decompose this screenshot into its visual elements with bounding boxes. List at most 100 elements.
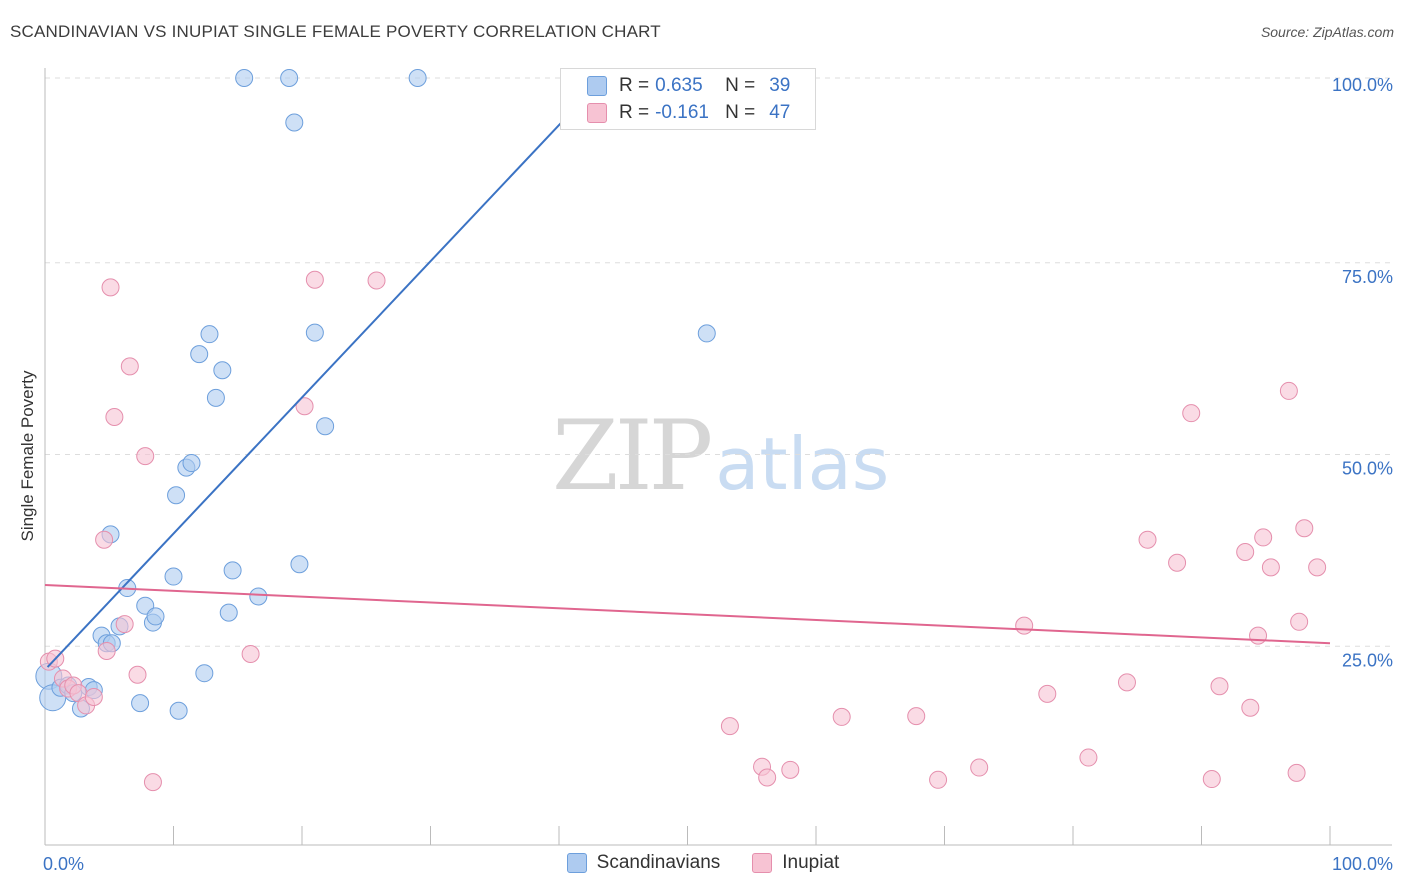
data-point [101,278,120,297]
trend-layer [44,90,1331,668]
y-axis-label: Single Female Poverty [18,370,37,542]
data-point [131,694,150,713]
data-point [295,397,314,416]
data-point [1182,404,1201,423]
series-swatch-blue [566,853,587,873]
data-point [143,773,162,792]
trend-line [44,583,1331,645]
legend-n-label: N = [725,75,756,96]
data-point [1236,543,1255,562]
watermark-zip: ZIP [552,400,713,512]
data-point [115,615,134,634]
data-point [1279,381,1298,400]
legend-r-value: 0.635 [655,75,703,96]
grid-layer [45,77,1392,647]
data-point [97,641,116,660]
data-point [1254,528,1273,547]
data-point [832,707,851,726]
data-point [249,587,268,606]
data-point [195,664,214,683]
data-point [316,417,335,436]
data-point [1287,763,1306,782]
data-point [146,607,165,626]
data-point [758,768,777,787]
y-tick-label: 100.0% [1332,75,1393,95]
data-point [929,770,948,789]
data-point [95,530,114,549]
data-point [136,447,155,466]
series-legend-label: Inupiat [782,852,840,873]
data-point [280,69,299,87]
legend-swatch-pink [587,103,607,123]
x-tick-label: 100.0% [1332,854,1393,874]
data-point [1308,558,1327,577]
legend-row-inupiat: R = -0.161 N = 47 [587,100,790,126]
data-point [1290,612,1309,631]
data-point [1261,558,1280,577]
legend-n-value: 39 [769,75,791,96]
legend-r-label: R = [619,102,650,123]
series-legend-item-scandinavians[interactable]: Scandinavians [566,852,721,874]
data-point [1249,626,1268,645]
data-point [206,388,225,407]
data-point [907,707,926,726]
data-point [1117,673,1136,692]
legend-n-label: N = [725,102,756,123]
source-credit: Source: ZipAtlas.com [1260,24,1394,40]
data-point [697,324,716,343]
data-point [1295,519,1314,538]
data-point [305,323,324,342]
y-tick-label: 75.0% [1342,267,1393,287]
chart-title: SCANDINAVIAN VS INUPIAT SINGLE FEMALE PO… [10,22,661,41]
data-point [1138,530,1157,549]
watermark: ZIPatlas [552,400,889,512]
data-point [241,645,260,664]
legend-r-value: -0.161 [655,102,709,123]
data-point [190,345,209,364]
data-point [235,69,254,87]
series-legend: Scandinavians Inupiat [0,852,1406,874]
data-point [1241,698,1260,717]
legend-n-value: 47 [769,102,791,123]
data-point [290,555,309,574]
data-point [84,687,103,706]
data-point [1038,684,1057,703]
legend-r-label: R = [619,75,650,96]
legend-swatch-blue [587,76,607,96]
x-tick-label: 0.0% [43,854,84,874]
data-point [164,567,183,586]
data-point [182,454,201,473]
data-point [219,603,238,622]
data-point [223,561,242,580]
data-point [1079,748,1098,767]
data-point [781,760,800,779]
axis-layer [44,68,1392,846]
data-point [305,270,324,289]
data-point [120,357,139,376]
data-point [128,665,147,684]
data-point [213,361,232,380]
series-legend-item-inupiat[interactable]: Inupiat [752,852,839,874]
data-point [720,717,739,736]
watermark-atlas: atlas [715,422,890,506]
series-legend-label: Scandinavians [596,852,721,873]
y-tick-label: 50.0% [1342,459,1393,479]
series-swatch-pink [752,853,773,873]
data-point [1168,553,1187,572]
data-point [169,701,188,720]
data-point [1015,616,1034,635]
correlation-legend: R = 0.635 N = 39 R = -0.161 N = 47 [560,68,816,130]
label-layer: 25.0% 50.0% 75.0% 100.0% 0.0% 100.0% [43,75,1393,874]
legend-row-scandinavians: R = 0.635 N = 39 [587,73,790,99]
data-point [408,69,427,87]
point-layer [35,69,1327,792]
data-point [200,325,219,344]
data-point [105,408,124,427]
data-point [167,486,186,505]
data-point [285,113,304,132]
data-point [367,271,386,290]
y-tick-label: 25.0% [1342,650,1393,670]
data-point [1202,770,1221,789]
data-point [1210,677,1229,696]
